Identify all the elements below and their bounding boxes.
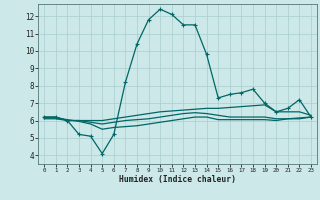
X-axis label: Humidex (Indice chaleur): Humidex (Indice chaleur) xyxy=(119,175,236,184)
